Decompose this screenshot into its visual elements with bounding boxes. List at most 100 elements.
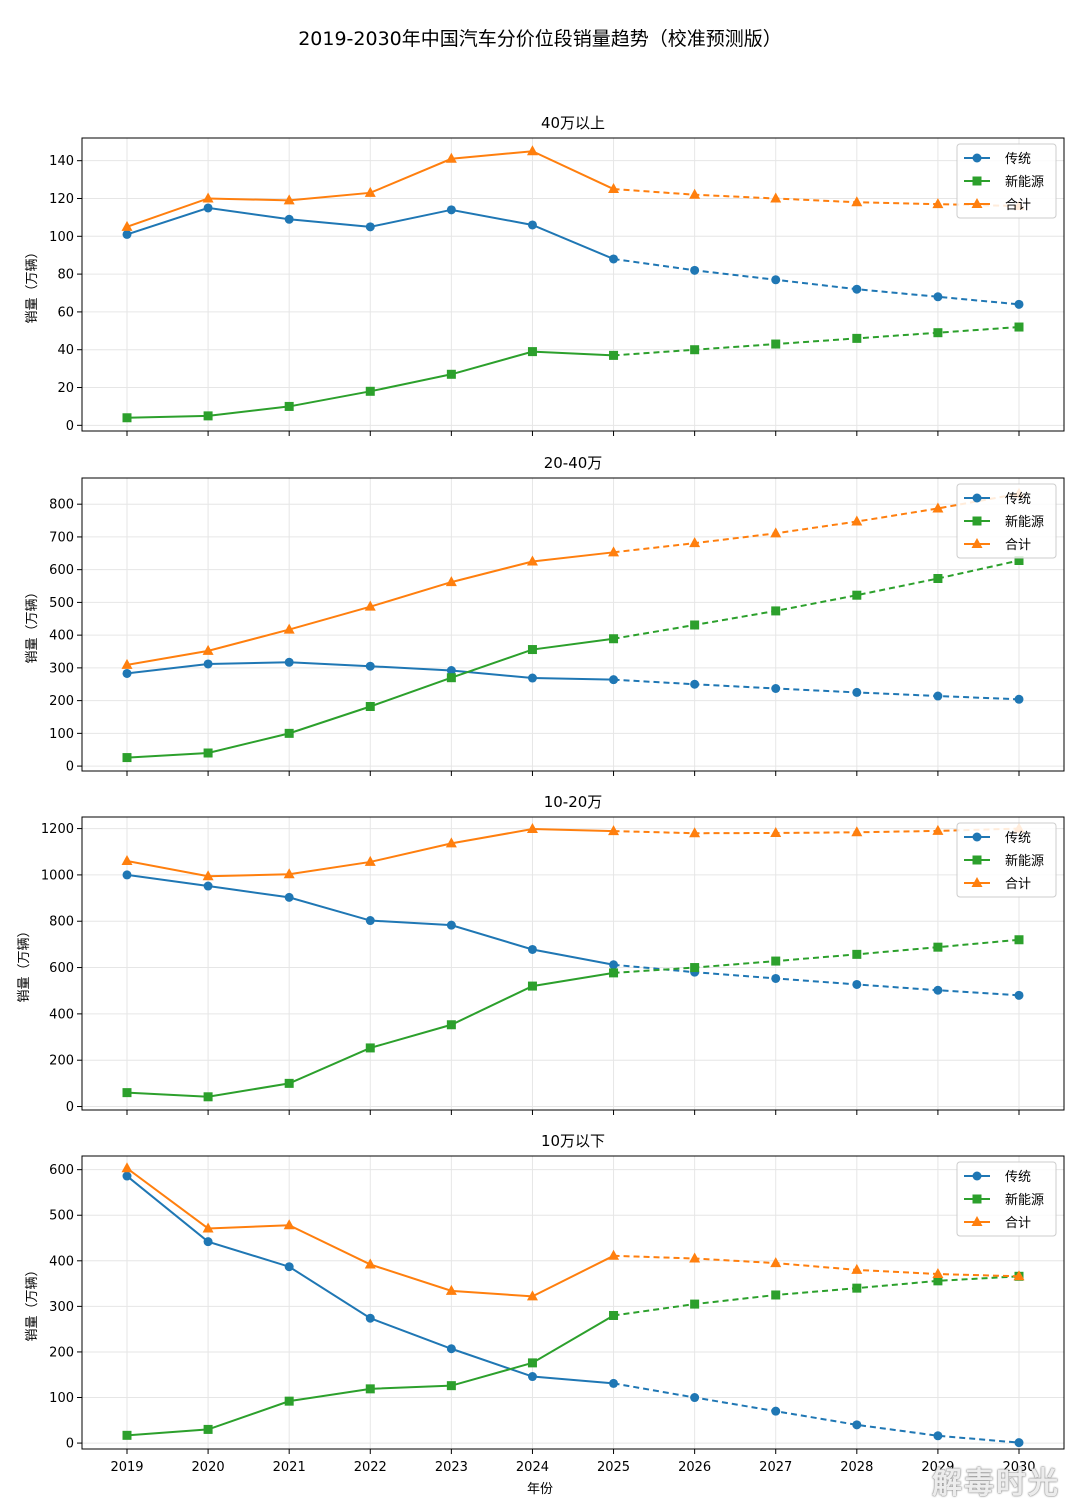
data-point: [203, 1237, 213, 1247]
data-point: [851, 826, 863, 837]
x-tick-label: 2027: [759, 1460, 792, 1475]
data-point: [771, 956, 781, 966]
data-point: [527, 673, 537, 683]
data-point: [609, 1310, 619, 1320]
data-point: [202, 870, 214, 881]
data-point: [851, 1263, 863, 1274]
data-point: [203, 411, 213, 421]
data-point: [284, 401, 294, 411]
data-point: [852, 590, 862, 600]
series-line-forecast: [613, 1382, 1020, 1444]
data-point: [202, 192, 214, 203]
y-tick-label: 1000: [41, 868, 74, 883]
data-point: [609, 634, 619, 644]
legend-box: [956, 1161, 1057, 1237]
legend-marker: [971, 1216, 983, 1226]
data-point: [284, 1396, 294, 1406]
data-point: [933, 1276, 943, 1286]
data-point: [770, 1257, 782, 1268]
data-point: [608, 825, 620, 836]
legend-marker: [972, 176, 982, 186]
data-point: [690, 963, 700, 973]
data-point: [933, 328, 943, 338]
plot-frame: [81, 137, 1065, 432]
legend-box: [956, 822, 1057, 898]
data-point: [526, 823, 538, 834]
data-point: [690, 345, 700, 355]
legend-marker: [971, 198, 983, 208]
data-point: [122, 229, 132, 239]
y-tick-label: 300: [49, 1300, 74, 1315]
x-tick-label: 2019: [110, 1460, 143, 1475]
data-point: [689, 1252, 701, 1263]
data-point: [690, 679, 700, 689]
data-point: [932, 502, 944, 513]
data-point: [1014, 935, 1024, 945]
data-point: [527, 1358, 537, 1368]
data-point: [851, 515, 863, 526]
x-tick-label: 2026: [678, 1460, 711, 1475]
data-point: [851, 196, 863, 207]
data-point: [121, 855, 133, 866]
y-tick-label: 200: [49, 1054, 74, 1069]
data-point: [527, 1372, 537, 1382]
y-axis-label: 销量（万辆）: [17, 924, 32, 1002]
legend-label: 传统: [1005, 1170, 1031, 1185]
data-point: [445, 1284, 457, 1295]
y-tick-label: 300: [49, 661, 74, 676]
data-point: [1014, 299, 1024, 309]
y-tick-label: 600: [49, 961, 74, 976]
x-tick-label: 2024: [516, 1460, 549, 1475]
legend-marker: [971, 877, 983, 887]
data-point: [932, 198, 944, 209]
data-point: [609, 960, 619, 970]
plot-frame: [81, 1155, 1065, 1450]
y-tick-label: 400: [49, 629, 74, 644]
data-point: [770, 527, 782, 538]
data-point: [690, 1393, 700, 1403]
x-tick-label: 2028: [840, 1460, 873, 1475]
data-point: [283, 623, 295, 634]
legend-label: 新能源: [1005, 1192, 1044, 1208]
data-point: [933, 691, 943, 701]
data-point: [365, 702, 375, 712]
data-point: [446, 205, 456, 215]
legend-marker: [971, 538, 983, 548]
data-point: [852, 687, 862, 697]
x-tick-label: 2025: [597, 1460, 630, 1475]
panel-title: 20-40万: [544, 454, 603, 472]
y-tick-label: 0: [66, 419, 74, 434]
data-point: [526, 555, 538, 566]
y-tick-label: 0: [66, 1437, 74, 1452]
y-tick-label: 200: [49, 1345, 74, 1360]
data-point: [284, 728, 294, 738]
x-tick-label: 2030: [1002, 1460, 1035, 1475]
y-tick-label: 400: [49, 1007, 74, 1022]
data-point: [122, 668, 132, 678]
x-tick-label: 2022: [354, 1460, 387, 1475]
panel-title: 40万以上: [541, 114, 605, 132]
data-point: [1014, 1438, 1024, 1448]
data-point: [609, 1378, 619, 1388]
data-point: [770, 192, 782, 203]
data-point: [526, 145, 538, 156]
data-point: [608, 546, 620, 557]
page-title: 2019-2030年中国汽车分价位段销量趋势（校准预测版）: [298, 28, 782, 50]
data-point: [771, 973, 781, 983]
data-point: [609, 675, 619, 685]
data-point: [1013, 1270, 1025, 1281]
y-axis-label: 销量（万辆）: [25, 245, 40, 323]
data-point: [690, 1299, 700, 1309]
legend-label: 合计: [1005, 538, 1031, 553]
legend-marker: [972, 855, 982, 865]
data-point: [771, 275, 781, 285]
data-point: [365, 661, 375, 671]
data-point: [203, 1424, 213, 1434]
data-point: [608, 1249, 620, 1260]
x-tick-label: 2020: [192, 1460, 225, 1475]
data-point: [1014, 990, 1024, 1000]
data-point: [527, 944, 537, 954]
panel-title: 10万以下: [541, 1132, 605, 1150]
legend-marker: [972, 153, 982, 163]
